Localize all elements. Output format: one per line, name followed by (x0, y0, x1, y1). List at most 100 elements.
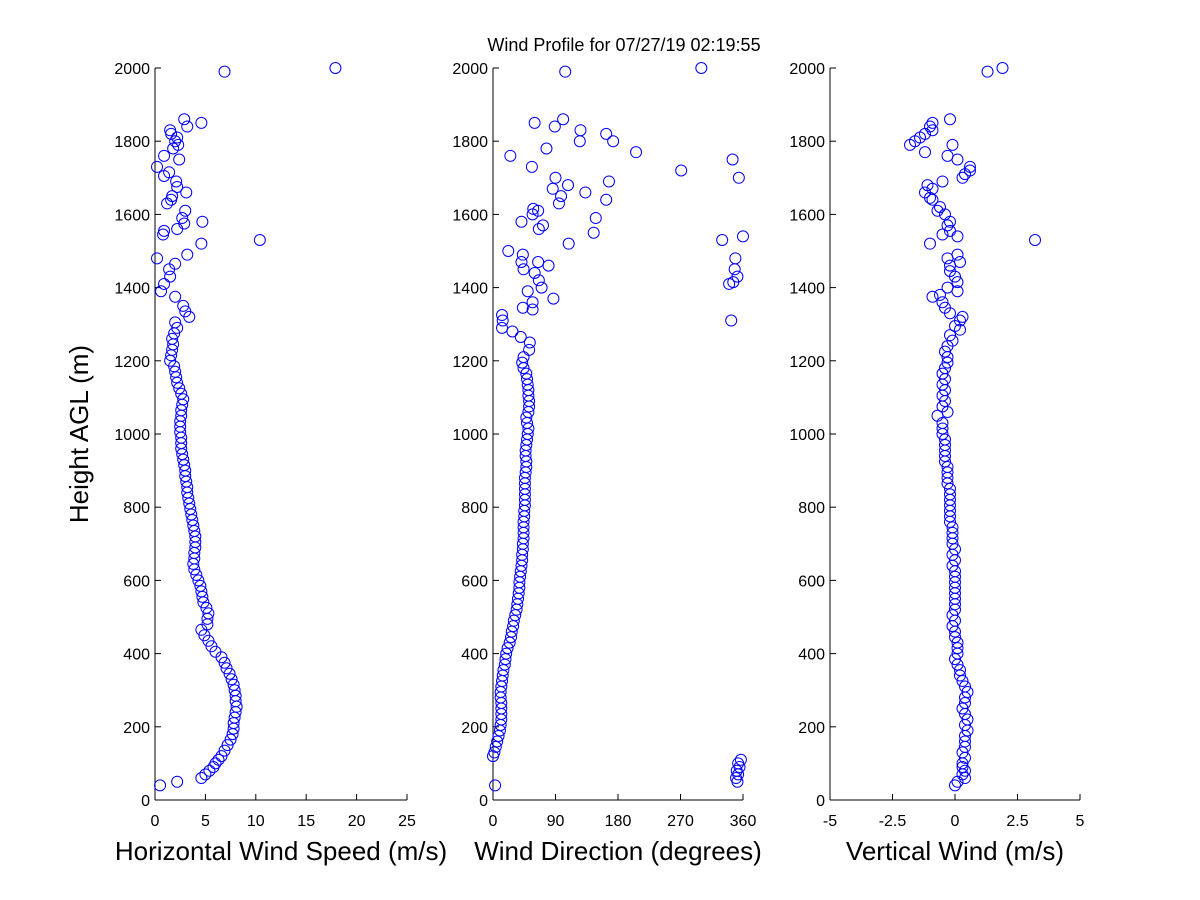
data-point (169, 290, 182, 303)
data-point (549, 171, 562, 184)
data-point (959, 735, 971, 748)
data-point (732, 757, 745, 770)
data-point (946, 138, 959, 151)
y-tick-label: 400 (461, 647, 488, 664)
data-point (939, 438, 951, 451)
x-tick-label: 90 (547, 813, 565, 830)
data-point (924, 237, 936, 250)
data-point (600, 193, 613, 206)
data-point (537, 219, 549, 232)
data-point (496, 314, 509, 327)
data-point (169, 257, 182, 270)
data-point (730, 764, 743, 777)
data-point (179, 305, 192, 318)
data-point (177, 393, 190, 406)
data-point (959, 680, 971, 693)
data-point (504, 149, 517, 162)
y-tick-label: 800 (798, 500, 825, 517)
data-point (212, 753, 225, 766)
data-point (157, 228, 170, 241)
data-point (961, 713, 974, 726)
data-point (170, 175, 183, 188)
data-point (163, 166, 176, 179)
data-point (716, 234, 729, 247)
data-point (515, 255, 528, 268)
data-point (919, 186, 931, 199)
y-axis-label: Height AGL (m) (64, 345, 94, 523)
y-tick-label: 1000 (452, 427, 488, 444)
data-point (155, 285, 168, 298)
y-tick-label: 2000 (452, 61, 488, 78)
data-point (675, 164, 688, 177)
y-tick-label: 200 (798, 720, 825, 737)
data-point (542, 259, 555, 272)
data-point (329, 62, 342, 74)
data-point (171, 223, 184, 236)
data-point (190, 568, 203, 581)
data-point (725, 314, 738, 327)
data-point (941, 466, 954, 479)
data-point (944, 224, 956, 237)
data-point (600, 127, 613, 140)
panel-direction: 0 200 400 600 800 1000 1200 1400 1600 1800 2000 0 90… (452, 61, 761, 866)
data-point (949, 779, 961, 792)
data-point (171, 321, 184, 334)
data-point (507, 614, 520, 627)
data-point (227, 678, 240, 691)
data-point (501, 642, 514, 655)
data-point (728, 263, 741, 276)
data-point (587, 226, 600, 239)
x-tick-label: 0 (151, 813, 160, 830)
data-point (946, 609, 959, 622)
data-point (205, 640, 218, 653)
data-point (981, 65, 994, 78)
data-point (959, 772, 971, 785)
data-point (579, 186, 592, 199)
data-point (489, 779, 502, 792)
data-point (195, 772, 208, 785)
data-point (169, 316, 182, 329)
y-tick-label: 2000 (114, 61, 150, 78)
data-point (164, 270, 177, 283)
x-tick-label: 180 (605, 813, 632, 830)
data-point (195, 116, 208, 129)
data-point (956, 761, 969, 774)
y-tick-label: 400 (798, 647, 825, 664)
data-point (532, 274, 545, 287)
y-tick-label: 0 (141, 793, 150, 810)
x-tick-label: -5 (823, 813, 837, 830)
data-point (562, 179, 574, 192)
data-point (516, 356, 529, 369)
data-point (195, 237, 208, 250)
y-tick-label: 200 (123, 720, 150, 737)
data-point (488, 746, 501, 759)
data-point (944, 259, 956, 272)
data-point (154, 779, 167, 792)
data-point (934, 288, 946, 301)
data-point (941, 219, 954, 232)
data-point (924, 120, 936, 133)
data-point (225, 673, 238, 686)
data-point (169, 365, 182, 378)
data-point (559, 65, 572, 78)
data-point (941, 281, 954, 294)
data-point (936, 367, 949, 380)
data-point (946, 526, 959, 539)
data-point (944, 488, 956, 501)
data-point (523, 343, 536, 356)
data-point (517, 263, 530, 276)
data-point (218, 744, 231, 757)
chart-title: Wind Profile for 07/27/19 02:19:55 (487, 35, 760, 55)
y-tick-label: 1000 (114, 427, 150, 444)
data-point (166, 190, 179, 203)
data-point (954, 664, 966, 677)
data-point (178, 113, 191, 126)
data-point (552, 197, 565, 210)
data-point (540, 142, 553, 155)
data-point (737, 230, 749, 243)
data-point (961, 686, 974, 699)
data-point (218, 65, 231, 78)
y-tick-label: 600 (798, 573, 825, 590)
